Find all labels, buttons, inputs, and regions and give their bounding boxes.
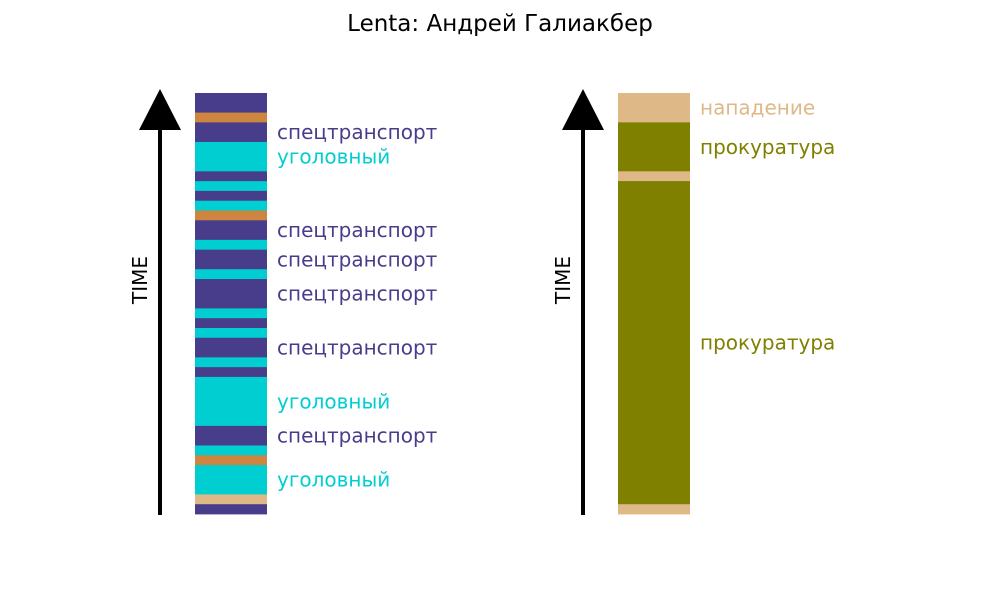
segment-label: уголовный (277, 468, 390, 492)
time-axis-label: TIME (128, 256, 152, 305)
timeline-segment (618, 171, 690, 182)
segment-label: прокуратура (700, 331, 835, 355)
timeline-segment (195, 249, 267, 270)
timeline-segment (618, 93, 690, 123)
time-axis-arrowhead (562, 89, 604, 130)
timeline-segment (195, 171, 267, 182)
segment-label: уголовный (277, 145, 390, 169)
timeline-segment (195, 465, 267, 495)
timeline-segment (618, 504, 690, 515)
timeline-segment (195, 200, 267, 211)
timeline-segment (195, 239, 267, 251)
segment-label: уголовный (277, 389, 390, 413)
timeline-segment (195, 455, 267, 466)
timeline-segment (195, 376, 267, 427)
timeline-panel-2: TIME нападение прокуратура прокуратура (551, 89, 835, 515)
timeline-segment (195, 210, 267, 221)
segment-label: спецтранспорт (277, 120, 438, 144)
timeline-segment (195, 220, 267, 241)
timeline-segment (195, 425, 267, 446)
timeline-segment (195, 494, 267, 505)
segment-label: прокуратура (700, 135, 835, 159)
time-axis-arrowhead (139, 89, 181, 130)
timeline-segment (195, 93, 267, 113)
segment-label: спецтранспорт (277, 424, 438, 448)
timeline-segment (195, 327, 267, 339)
segment-label: спецтранспорт (277, 282, 438, 306)
timeline-panels: TIMEспецтранспортуголовныйспецтранспортс… (128, 89, 835, 515)
time-axis-label: TIME (551, 256, 575, 305)
segment-label: спецтранспорт (277, 218, 438, 242)
timeline-segment (195, 122, 267, 143)
timeline-segment (195, 269, 267, 280)
segment-label: спецтранспорт (277, 247, 438, 271)
timeline-segment (195, 112, 267, 123)
timeline-segment (618, 181, 690, 505)
timeline-panel-1: TIMEспецтранспортуголовныйспецтранспортс… (128, 89, 438, 515)
timeline-segment (195, 367, 267, 378)
timeline-segment (195, 308, 267, 319)
timeline-segment (195, 141, 267, 172)
segment-label: нападение (700, 96, 815, 120)
segment-label: спецтранспорт (277, 336, 438, 360)
timeline-segment (195, 190, 267, 202)
timeline-segment (195, 279, 267, 309)
timeline-segment (195, 181, 267, 192)
timeline-segment (618, 122, 690, 172)
chart-title: Lenta: Андрей Галиакбер (347, 11, 653, 37)
timeline-segment (195, 318, 267, 329)
timeline-segment (195, 357, 267, 368)
timeline-segment (195, 445, 267, 456)
timeline-segment (195, 504, 267, 515)
timeline-segment (195, 337, 267, 358)
